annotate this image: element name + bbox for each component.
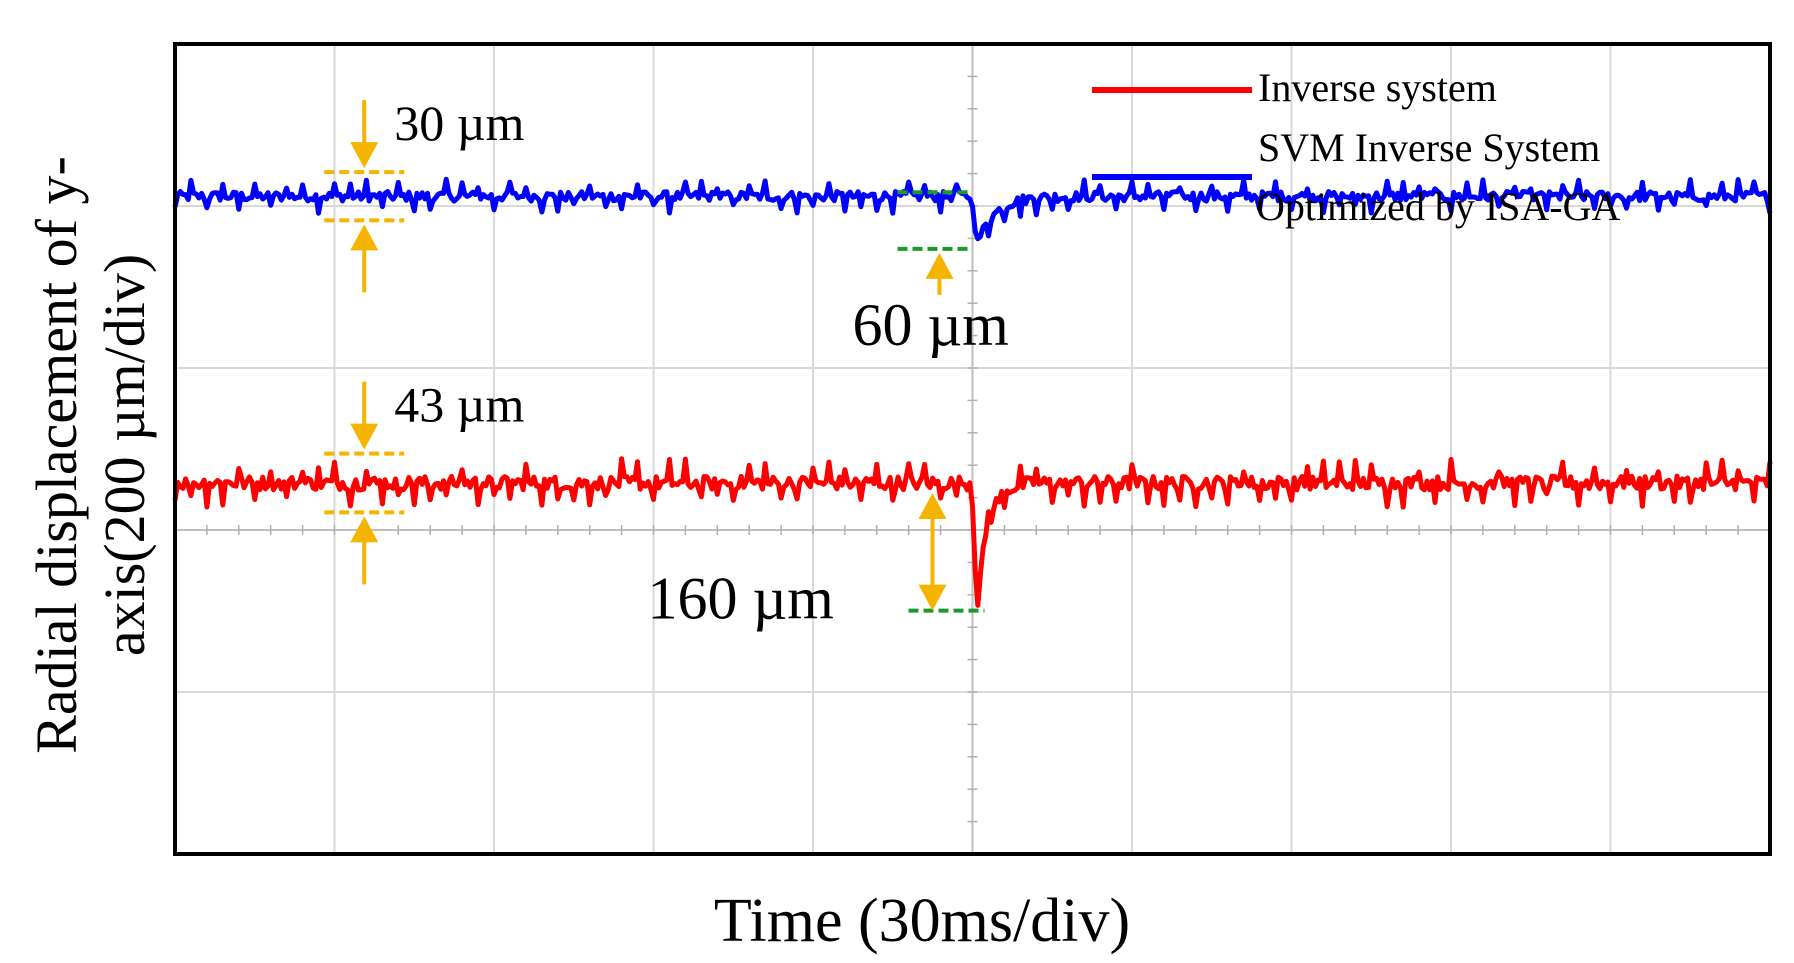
ripple-arrow-down-red-head — [350, 423, 379, 450]
ripple-label-blue: 30 µm — [394, 95, 524, 151]
dip-label-blue: 60 µm — [853, 292, 1009, 358]
dip-arrow-blue-head — [925, 252, 954, 279]
x-axis-label: Time (30ms/div) — [714, 887, 1130, 955]
annotation-layer: 30 µm 43 µm 60 µm 160 µm — [324, 95, 1009, 632]
legend-label-svm-line1: SVM Inverse System — [1258, 125, 1600, 170]
dip-arrow-red-head-top — [918, 493, 947, 520]
y-axis-label-line1: Radial displacement of y- — [24, 156, 89, 754]
trace-layer — [172, 176, 1773, 608]
series-line-svm-isa-ga — [172, 176, 1773, 242]
plot-frame — [173, 42, 1772, 856]
y-axis-label-line2: axis(200 µm/div) — [92, 254, 157, 656]
series-line-inverse-system — [172, 456, 1773, 608]
dip-label-red: 160 µm — [648, 566, 834, 632]
ripple-label-red: 43 µm — [394, 377, 524, 433]
legend-label-inverse-system: Inverse system — [1258, 65, 1497, 110]
ripple-arrow-up-red-head — [350, 516, 379, 543]
dip-arrow-red-head-bottom — [918, 584, 947, 611]
legend: Inverse system SVM Inverse System Optimi… — [1092, 65, 1621, 229]
ripple-arrow-up-blue-head — [350, 224, 379, 251]
ripple-arrow-down-blue-head — [350, 142, 379, 169]
legend-label-svm-line2: Optimized by ISA-GA — [1256, 184, 1621, 229]
